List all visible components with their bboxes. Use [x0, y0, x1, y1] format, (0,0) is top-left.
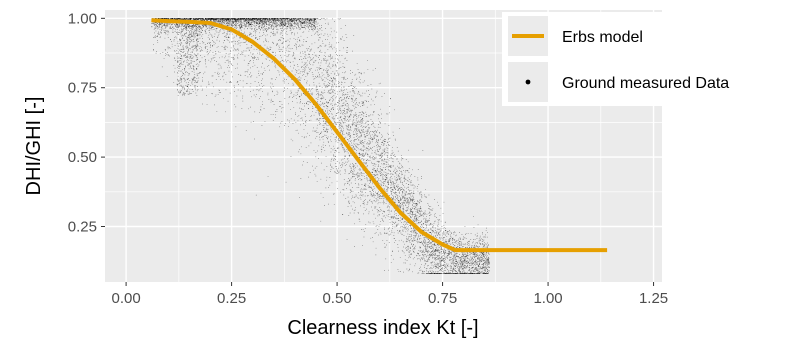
legend-background	[502, 12, 796, 106]
legend: Erbs model Ground measured Data	[502, 12, 796, 106]
legend-key-point	[525, 79, 531, 85]
x-tick-label: 0.25	[217, 290, 246, 307]
x-tick-label: 0.50	[322, 290, 351, 307]
x-tick-label: 1.00	[533, 290, 562, 307]
ground-data-points	[153, 18, 487, 275]
x-axis-title: Clearness index Kt [-]	[287, 317, 478, 339]
ground-data-points	[176, 23, 199, 95]
ground-data-points	[176, 23, 199, 96]
x-axis-ticks: 0.00 0.25 0.50 0.75 1.00 1.25	[111, 282, 668, 307]
x-tick-label: 0.00	[111, 290, 140, 307]
ground-data-points	[153, 17, 490, 275]
legend-label-erbs-model: Erbs model	[562, 29, 643, 46]
y-tick-label: 0.50	[68, 149, 97, 166]
x-tick-label: 1.25	[639, 290, 668, 307]
y-tick-label: 0.25	[68, 218, 97, 235]
grid-major	[105, 10, 662, 282]
y-tick-label: 0.75	[68, 80, 97, 97]
x-tick-label: 0.75	[428, 290, 457, 307]
y-tick-label: 1.00	[68, 10, 97, 27]
legend-label-ground-data: Ground measured Data	[562, 75, 729, 92]
erbs-model-line	[151, 18, 608, 253]
y-axis-title: DHI/GHI [-]	[23, 97, 45, 196]
y-axis-ticks: 0.25 0.50 0.75 1.00	[68, 10, 105, 235]
